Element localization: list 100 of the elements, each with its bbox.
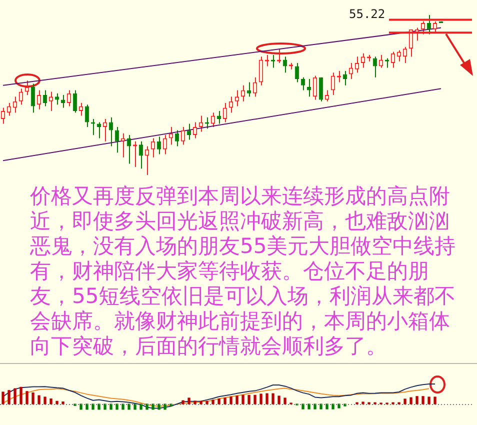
bar: [416, 396, 418, 404]
candlestick: [192, 122, 198, 139]
text: 价格又再度反弹到本周以来连续形成的高点附近，即使多头回光返照冲破新高，也难敌汹汹恶鬼，没有入场的朋友55美元大胆做空中线持有，财神陪伴大家等待收获。仓位不足的朋友，55短线空依旧是可以入场，利润从来都不会缺席。就像财神此前提到的，本周的小箱体向下突破，后面的行情就会顺利多了。: [30, 184, 457, 359]
candlestick: [108, 116, 114, 147]
bar: [134, 404, 136, 410]
bar: [224, 398, 226, 404]
candlestick: [198, 115, 204, 132]
candlestick: [126, 134, 132, 164]
candlestick: [186, 123, 192, 140]
candlestick: [432, 20, 438, 34]
candlestick: [252, 76, 258, 98]
bar: [32, 392, 34, 404]
bar: [434, 396, 436, 404]
bar: [410, 397, 412, 404]
candlestick: [426, 14, 432, 35]
candlestick: [138, 140, 144, 170]
candlestick: [162, 134, 168, 155]
bar: [362, 402, 364, 404]
bar: [128, 404, 130, 410]
bar: [98, 404, 100, 410]
candlestick: [156, 136, 162, 155]
bar: [38, 395, 40, 404]
bar: [284, 398, 286, 404]
bar: [56, 400, 58, 404]
bar: [326, 404, 328, 410]
candlestick: [342, 70, 348, 86]
candlestick: [324, 90, 330, 102]
bar: [218, 398, 220, 404]
candlestick: [78, 102, 84, 116]
candlestick: [174, 130, 180, 147]
candlestick: [24, 80, 30, 96]
bar: [140, 404, 142, 410]
candlestick: [84, 104, 90, 128]
bar: [230, 396, 232, 404]
bar: [50, 398, 52, 404]
candlestick: [6, 102, 12, 116]
candlestick: [18, 88, 24, 106]
bar: [188, 398, 190, 404]
candlestick: [312, 75, 318, 100]
candlestick: [240, 84, 246, 102]
candlestick: [48, 91, 54, 112]
bar: [320, 404, 322, 410]
bar: [164, 404, 166, 410]
bar: [278, 396, 280, 404]
bar: [146, 404, 148, 410]
candlestick: [144, 146, 150, 176]
bar: [104, 404, 106, 410]
bar: [200, 400, 202, 404]
candlestick: [120, 132, 126, 158]
candlestick: [246, 82, 252, 98]
bar: [86, 404, 88, 410]
candlestick: [42, 90, 48, 107]
bar: [422, 396, 424, 404]
candlestick: [294, 62, 300, 83]
bar: [308, 404, 310, 410]
candlestick: [354, 56, 360, 74]
bar: [338, 404, 340, 408]
candlestick: [372, 56, 378, 78]
bar: [260, 394, 262, 404]
bar: [2, 392, 4, 404]
bar: [122, 404, 124, 410]
candlestick: [180, 126, 186, 146]
candlestick: [390, 51, 396, 68]
bar: [152, 404, 154, 410]
bar: [62, 401, 64, 404]
candlestick: [300, 76, 306, 91]
bar: [248, 394, 250, 404]
bar: [110, 404, 112, 410]
bar: [158, 404, 160, 410]
bar: [206, 400, 208, 404]
candlestick: [12, 96, 18, 114]
candlestick: [72, 90, 78, 114]
bar: [116, 404, 118, 410]
candlestick: [54, 92, 60, 106]
candlestick: [114, 126, 120, 154]
bar: [8, 390, 10, 404]
bar: [242, 394, 244, 404]
bar: [254, 394, 256, 404]
bar: [182, 400, 184, 404]
bar: [266, 393, 268, 404]
candlestick: [318, 76, 324, 102]
candlestick: [228, 96, 234, 114]
bar: [92, 404, 94, 410]
bar: [272, 393, 274, 404]
candlestick: [210, 112, 216, 128]
bar: [314, 404, 316, 410]
candlestick: [420, 20, 426, 35]
bar: [302, 404, 304, 410]
bar: [194, 400, 196, 404]
bar: [428, 396, 430, 404]
bar: [332, 404, 334, 410]
bar: [26, 391, 28, 404]
candlestick: [66, 90, 72, 107]
candlestick: [102, 118, 108, 142]
candlestick: [402, 46, 408, 64]
candlestick: [30, 83, 36, 114]
bar: [236, 396, 238, 404]
bar: [80, 404, 82, 410]
bar: [212, 400, 214, 404]
candlestick: [150, 138, 156, 158]
